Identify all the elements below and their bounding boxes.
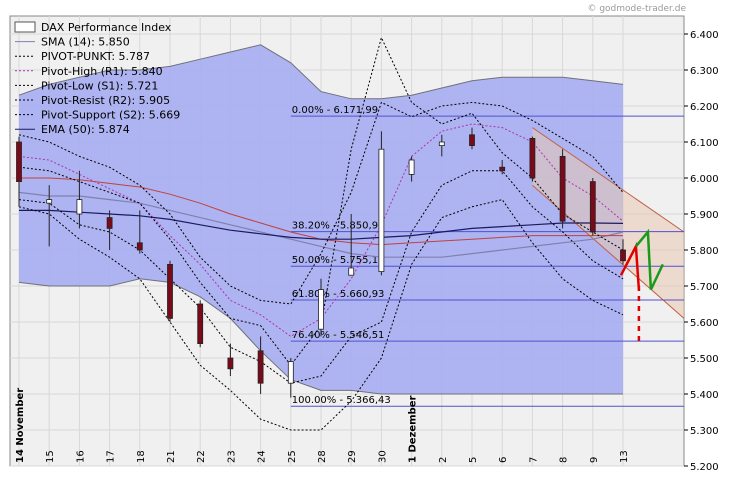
x-tick-label: 5 xyxy=(468,457,479,463)
pivot-support-line xyxy=(18,199,624,431)
x-tick-label: 6 xyxy=(498,457,509,463)
legend-label: SMA (14): 5.850 xyxy=(41,36,130,49)
y-tick-label: 6.400 xyxy=(690,30,719,41)
pivot-punkt-line xyxy=(18,36,624,367)
candle-body xyxy=(408,159,415,175)
x-tick-label: 9 xyxy=(589,457,600,463)
x-tick-label: 18 xyxy=(136,450,147,463)
y-tick-label: 6.100 xyxy=(690,138,719,149)
x-tick-label: 13 xyxy=(619,450,630,463)
candle-body xyxy=(620,249,626,262)
y-tick-label: 5.500 xyxy=(690,354,719,365)
x-tick-label: 16 xyxy=(75,450,86,463)
pivot-resist-line xyxy=(18,101,624,305)
band-upper xyxy=(18,44,624,100)
candle-body xyxy=(106,217,113,229)
x-tick-label: 28 xyxy=(317,450,328,463)
y-tick-label: 6.300 xyxy=(690,66,719,77)
y-tick-label: 5.400 xyxy=(690,390,719,401)
x-tick-label: 7 xyxy=(528,457,539,463)
fib-label: 50.00% - 5.755,13 xyxy=(292,255,385,266)
x-tick-label: 8 xyxy=(559,457,570,463)
x-tick-label: 14 November xyxy=(15,388,26,463)
candle-body xyxy=(378,148,385,272)
candle-body xyxy=(227,357,234,370)
legend-label: DAX Performance Index xyxy=(41,21,172,34)
channel-lower xyxy=(532,184,685,319)
sma14-line xyxy=(18,191,624,258)
y-axis: 5.200 5.300 5.400 5.500 5.600 5.700 5.800 5.900… xyxy=(684,30,719,473)
x-tick-label: 21 xyxy=(166,450,177,463)
candle-body xyxy=(499,166,506,172)
y-tick-label: 5.600 xyxy=(690,318,719,329)
legend: DAX Performance Index SMA (14): 5.850PIVO… xyxy=(14,21,180,136)
x-tick-label: 24 xyxy=(257,450,268,463)
legend-label: PIVOT-PUNKT: 5.787 xyxy=(41,50,150,63)
legend-label: Pivot-Support (S2): 5.669 xyxy=(41,109,180,122)
x-axis: 14 November 15 16 17 18 21 22 23 24 25 28 29 30 1 Dez… xyxy=(15,388,630,463)
legend-label: EMA (50): 5.874 xyxy=(41,123,130,136)
candle-body xyxy=(287,361,294,384)
candle-body xyxy=(167,263,173,319)
channel-upper xyxy=(532,127,685,233)
candle-body xyxy=(136,242,143,251)
x-tick-label: 2 xyxy=(438,457,449,463)
y-tick-label: 5.200 xyxy=(690,462,719,473)
x-tick-label: 1 Dezember xyxy=(408,396,419,463)
band-lower xyxy=(18,278,623,395)
y-tick-label: 5.900 xyxy=(690,210,719,221)
candle-body xyxy=(469,134,475,147)
x-tick-label: 15 xyxy=(45,450,56,463)
candle-body xyxy=(438,141,445,146)
candle-body xyxy=(197,303,204,344)
x-tick-label: 23 xyxy=(226,450,237,463)
x-tick-label: 17 xyxy=(106,450,117,463)
fib-label: 76.40% - 5.546,51 xyxy=(292,330,385,341)
legend-label: Pivot-Low (S1): 5.721 xyxy=(41,79,158,92)
y-tick-label: 6.000 xyxy=(690,174,719,185)
candle-body xyxy=(318,289,324,330)
forecast-arrows xyxy=(619,228,664,344)
x-tick-label: 30 xyxy=(377,450,388,463)
pivot-low-line xyxy=(18,170,624,384)
legend-label: Pivot-High (R1): 5.840 xyxy=(41,65,163,78)
legend-label: Pivot-Resist (R2): 5.905 xyxy=(41,94,170,107)
fib-label: 100.00% - 5.366,43 xyxy=(292,395,391,406)
y-tick-label: 5.700 xyxy=(690,282,719,293)
watermark: © godmode-trader.de xyxy=(587,4,686,14)
candle-body xyxy=(16,141,22,182)
x-tick-label: 22 xyxy=(196,450,207,463)
candles xyxy=(16,127,626,398)
candle-body xyxy=(559,155,566,222)
ema50-line xyxy=(19,209,624,240)
fib-label: 0.00% - 6.171,99 xyxy=(292,105,378,116)
y-tick-label: 5.800 xyxy=(690,246,719,257)
candle-body xyxy=(589,181,596,233)
candle-body xyxy=(348,267,355,276)
candle-body xyxy=(46,199,53,204)
legend-swatch-box xyxy=(14,21,36,33)
candle-body xyxy=(76,199,83,215)
candle-body xyxy=(257,350,264,384)
y-tick-label: 6.200 xyxy=(690,102,719,113)
candle-body xyxy=(529,137,536,179)
y-tick-label: 5.300 xyxy=(690,426,719,437)
fib-label: 61.80% - 5.660,93 xyxy=(292,289,385,300)
x-tick-label: 29 xyxy=(347,450,358,463)
x-tick-label: 25 xyxy=(287,450,298,463)
forecast-green xyxy=(634,228,664,291)
